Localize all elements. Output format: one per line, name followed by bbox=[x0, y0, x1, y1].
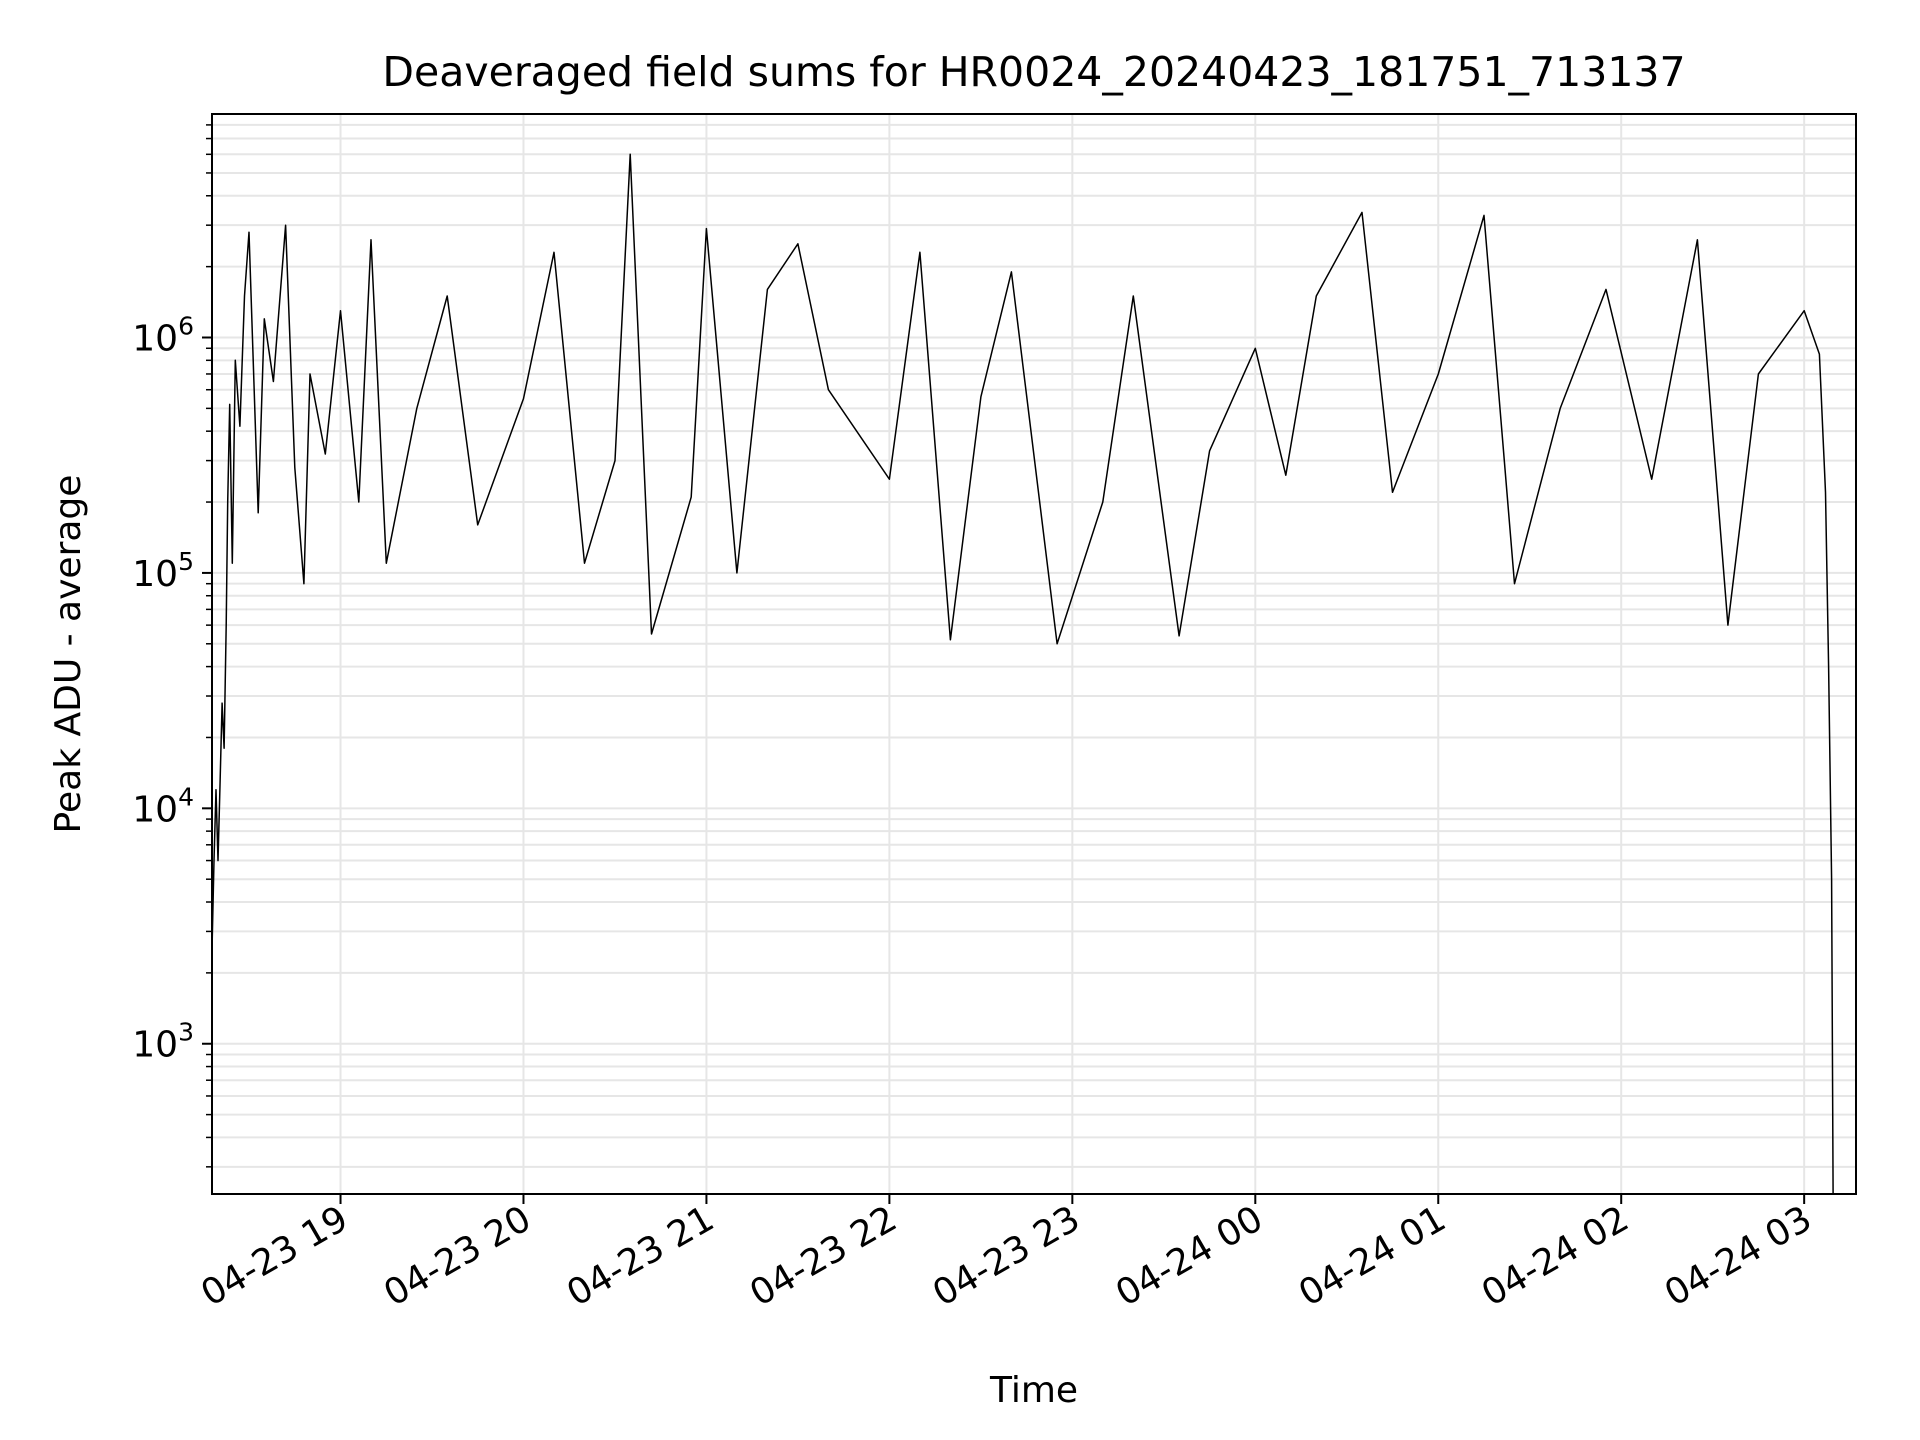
y-tick-exponent: 3 bbox=[178, 1018, 194, 1047]
y-tick-exponent: 6 bbox=[178, 311, 194, 340]
y-tick-label: 106 bbox=[132, 311, 194, 359]
x-axis-label: Time bbox=[989, 1370, 1078, 1411]
y-tick-exponent: 4 bbox=[178, 782, 194, 811]
y-tick-exponent: 5 bbox=[178, 547, 194, 576]
y-tick-label: 105 bbox=[132, 547, 194, 595]
plot-frame bbox=[211, 113, 1857, 1195]
series-line bbox=[211, 153, 1834, 1195]
y-tick-base: 10 bbox=[132, 554, 178, 595]
y-axis-label: Peak ADU - average bbox=[48, 475, 89, 834]
chart-title: Deaveraged field sums for HR0024_2024042… bbox=[382, 48, 1685, 96]
y-tick-label: 104 bbox=[132, 782, 194, 830]
grid-lines bbox=[212, 114, 1856, 1194]
y-tick-base: 10 bbox=[132, 318, 178, 359]
y-tick-label: 103 bbox=[132, 1018, 194, 1066]
series-layer bbox=[211, 153, 1834, 1195]
y-tick-base: 10 bbox=[132, 789, 178, 830]
y-tick-base: 10 bbox=[132, 1025, 178, 1066]
